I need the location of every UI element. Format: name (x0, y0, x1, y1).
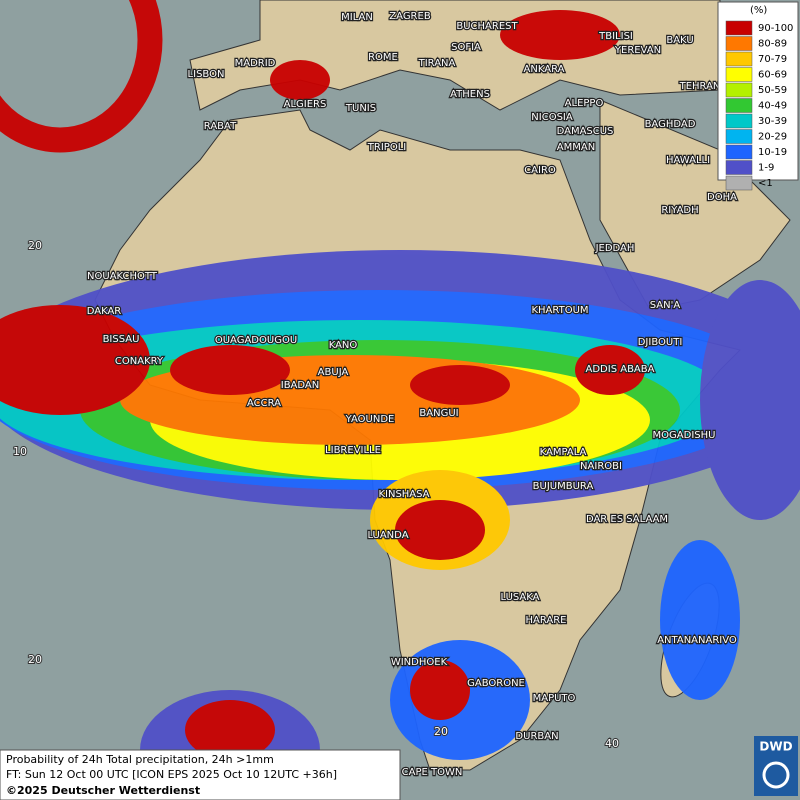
legend-label: 80-89 (758, 39, 787, 50)
legend-label: 1-9 (758, 163, 774, 174)
legend-swatch (725, 20, 753, 36)
city-label: ANKARA (524, 64, 565, 75)
legend-swatch (725, 144, 753, 160)
city-label: SAN'A (650, 300, 681, 311)
city-label: ZAGREB (389, 11, 431, 22)
legend-label: 20-29 (758, 132, 787, 143)
legend-label: <1 (758, 178, 773, 189)
city-label: CAIRO (524, 165, 556, 176)
city-label: MAPUTO (533, 693, 576, 704)
city-label: NAIROBI (580, 461, 622, 472)
legend-label: 60-69 (758, 70, 787, 81)
city-label: LUANDA (367, 530, 408, 541)
city-label: TRIPOLI (367, 142, 406, 153)
city-label: KHARTOUM (531, 305, 588, 316)
legend-swatch (725, 129, 753, 144)
city-label: ABUJA (318, 367, 349, 378)
city-label: GABORONE (467, 678, 525, 689)
legend-label: 30-39 (758, 116, 787, 127)
city-label: IBADAN (281, 380, 320, 391)
city-label: LUSAKA (501, 592, 540, 603)
city-label: LISBON (188, 69, 225, 80)
city-label: BUCHAREST (456, 21, 518, 32)
legend-swatch (725, 67, 753, 82)
city-label: TIRANA (418, 58, 456, 69)
city-label: WINDHOEK (391, 657, 448, 668)
city-label: ATHENS (450, 89, 490, 100)
city-label: BAKU (666, 35, 693, 46)
city-label: RABAT (204, 121, 237, 132)
legend-swatch (725, 175, 753, 191)
city-label: CONAKRY (115, 356, 164, 367)
grid-label: 10 (13, 445, 27, 458)
city-label: DAMASCUS (557, 126, 614, 137)
city-label: HARARE (525, 615, 566, 626)
city-label: DURBAN (515, 731, 558, 742)
city-label: DAKAR (87, 306, 122, 317)
legend: (%) 90-100 80-89 70-79 60-69 50-59 40-49 30-39… (717, 1, 799, 191)
city-label: BUJUMBURA (533, 481, 594, 492)
city-label: DAR ES SALAAM (586, 514, 668, 525)
footer-copyright: ©2025 Deutscher Wetterdienst (6, 784, 200, 797)
city-label: TUNIS (345, 103, 376, 114)
city-label: TEHRAN (679, 81, 721, 92)
footer: Probability of 24h Total precipitation, … (0, 749, 401, 800)
city-label: ALGIERS (284, 99, 327, 110)
city-label: ADDIS ABABA (586, 364, 655, 375)
city-label: ACCRA (247, 398, 281, 409)
city-label: RIYADH (661, 205, 698, 216)
city-label: MILAN (341, 12, 373, 23)
legend-swatch (725, 82, 753, 98)
grid-label: 40 (605, 737, 619, 750)
logo-text: DWD (759, 740, 792, 754)
legend-swatch (725, 113, 753, 129)
legend-swatch (725, 98, 753, 113)
city-label: SOFIA (451, 42, 481, 53)
city-label: ANTANANARIVO (657, 635, 737, 646)
city-label: HAWALLI (666, 155, 710, 166)
city-label: YEREVAN (614, 45, 661, 56)
city-label: MOGADISHU (653, 430, 716, 441)
legend-label: 50-59 (758, 85, 787, 96)
city-label: BISSAU (103, 334, 140, 345)
city-label: KAMPALA (540, 447, 587, 458)
city-label: OUAGADOUGOU (215, 335, 297, 346)
legend-swatch (725, 51, 753, 67)
city-label: JEDDAH (595, 243, 635, 254)
legend-unit: (%) (750, 5, 767, 16)
city-label: MADRID (235, 58, 276, 69)
city-label: KINSHASA (378, 489, 429, 500)
footer-forecast: FT: Sun 12 Oct 00 UTC [ICON EPS 2025 Oct… (6, 768, 337, 781)
city-label: AMMAN (557, 142, 595, 153)
city-label: CAPE TOWN (402, 767, 463, 778)
legend-label: 70-79 (758, 54, 787, 65)
footer-title: Probability of 24h Total precipitation, … (6, 753, 274, 766)
legend-label: 40-49 (758, 101, 787, 112)
city-label: DOHA (707, 192, 737, 203)
grid-label: 20 (434, 725, 448, 738)
city-label: ROME (368, 52, 398, 63)
legend-label: 10-19 (758, 147, 787, 158)
city-label: KANO (329, 340, 358, 351)
city-label: BANGUI (419, 408, 458, 419)
legend-label: 90-100 (758, 23, 793, 34)
grid-label: 20 (28, 653, 42, 666)
labels: MILAN ZAGREB BUCHAREST TBILISI BAKU SOFIA YERE… (12, 10, 738, 780)
legend-swatch (725, 36, 753, 51)
city-label: NOUAKCHOTT (87, 271, 158, 282)
city-label: BAGHDAD (645, 119, 696, 130)
logo: DWD (754, 736, 798, 796)
city-label: NICOSIA (531, 112, 573, 123)
grid-label: 20 (28, 239, 42, 252)
city-label: TBILISI (598, 31, 633, 42)
legend-swatch (725, 160, 753, 175)
city-label: DJIBOUTI (638, 337, 683, 348)
city-label: YAOUNDE (345, 414, 395, 425)
city-label: ALEPPO (565, 98, 604, 109)
city-label: LIBREVILLE (325, 445, 381, 456)
